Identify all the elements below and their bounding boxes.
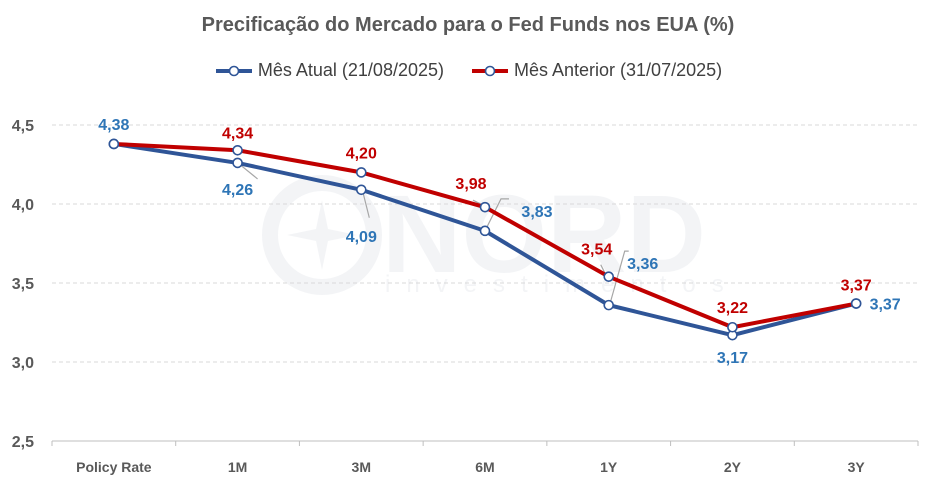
watermark-sub: investimentos (385, 271, 740, 298)
data-label-previous: 3,54 (581, 242, 612, 259)
y-tick-label: 3,5 (12, 276, 34, 293)
legend-swatch-previous-icon (472, 65, 508, 76)
leader-line (241, 165, 258, 180)
legend-label-current: Mês Atual (21/08/2025) (257, 60, 444, 80)
data-label-previous: 4,34 (222, 125, 253, 142)
x-tick-label: 2Y (724, 459, 742, 475)
y-tick-label: 4,5 (12, 118, 34, 135)
leader-line (610, 250, 629, 302)
leader-line (486, 198, 509, 228)
leader-line (600, 264, 606, 273)
watermark-logo: NORD investimentos (262, 173, 740, 298)
x-tick-label: Policy Rate (76, 459, 152, 475)
y-tick-label: 4,0 (12, 197, 34, 214)
x-tick-label: 1M (228, 459, 247, 475)
legend-label-previous: Mês Anterior (31/07/2025) (514, 60, 723, 80)
data-point-current (603, 299, 615, 311)
x-tick-label: 1Y (600, 459, 618, 475)
legend-item-previous: Mês Anterior (31/07/2025) (470, 60, 722, 81)
data-label-current: 4,26 (222, 182, 253, 199)
data-label-current: 4,09 (346, 229, 377, 246)
data-point-current (232, 157, 243, 169)
data-point-previous (479, 201, 491, 213)
data-point-current (479, 225, 491, 237)
data-label-current: 3,36 (627, 256, 658, 273)
data-label-current: 3,17 (717, 350, 748, 367)
legend-swatch-current-icon (215, 65, 252, 76)
data-point-previous (355, 167, 367, 178)
legend-item-current: Mês Atual (21/08/2025) (214, 60, 444, 81)
leader-line (472, 199, 482, 205)
leader-line (362, 193, 370, 218)
watermark-star-icon (287, 200, 357, 270)
data-point-current (355, 184, 367, 196)
data-point-previous (727, 321, 738, 333)
chart-title: Precificação do Mercado para o Fed Funds… (201, 14, 735, 36)
data-label-previous: 3,22 (717, 300, 748, 317)
x-tick-label: 3M (352, 459, 371, 475)
data-label-current: 3,37 (870, 297, 901, 314)
x-tick-label: 3Y (848, 459, 866, 475)
y-tick-label: 2,5 (12, 434, 34, 451)
x-tick-label: 6M (475, 459, 494, 475)
data-point-previous (850, 298, 862, 309)
data-label-current: 3,83 (521, 204, 552, 221)
data-label-previous: 3,37 (841, 278, 872, 295)
data-point-previous (108, 138, 120, 150)
data-point-previous (603, 271, 615, 282)
chart-legend: Mês Atual (21/08/2025) Mês Anterior (31/… (0, 60, 936, 81)
data-label-previous: 3,98 (455, 176, 486, 193)
data-label-previous: 4,20 (346, 145, 377, 162)
data-label-current: 4,38 (98, 117, 129, 134)
y-tick-label: 3,0 (12, 355, 34, 372)
data-point-previous (232, 144, 243, 156)
